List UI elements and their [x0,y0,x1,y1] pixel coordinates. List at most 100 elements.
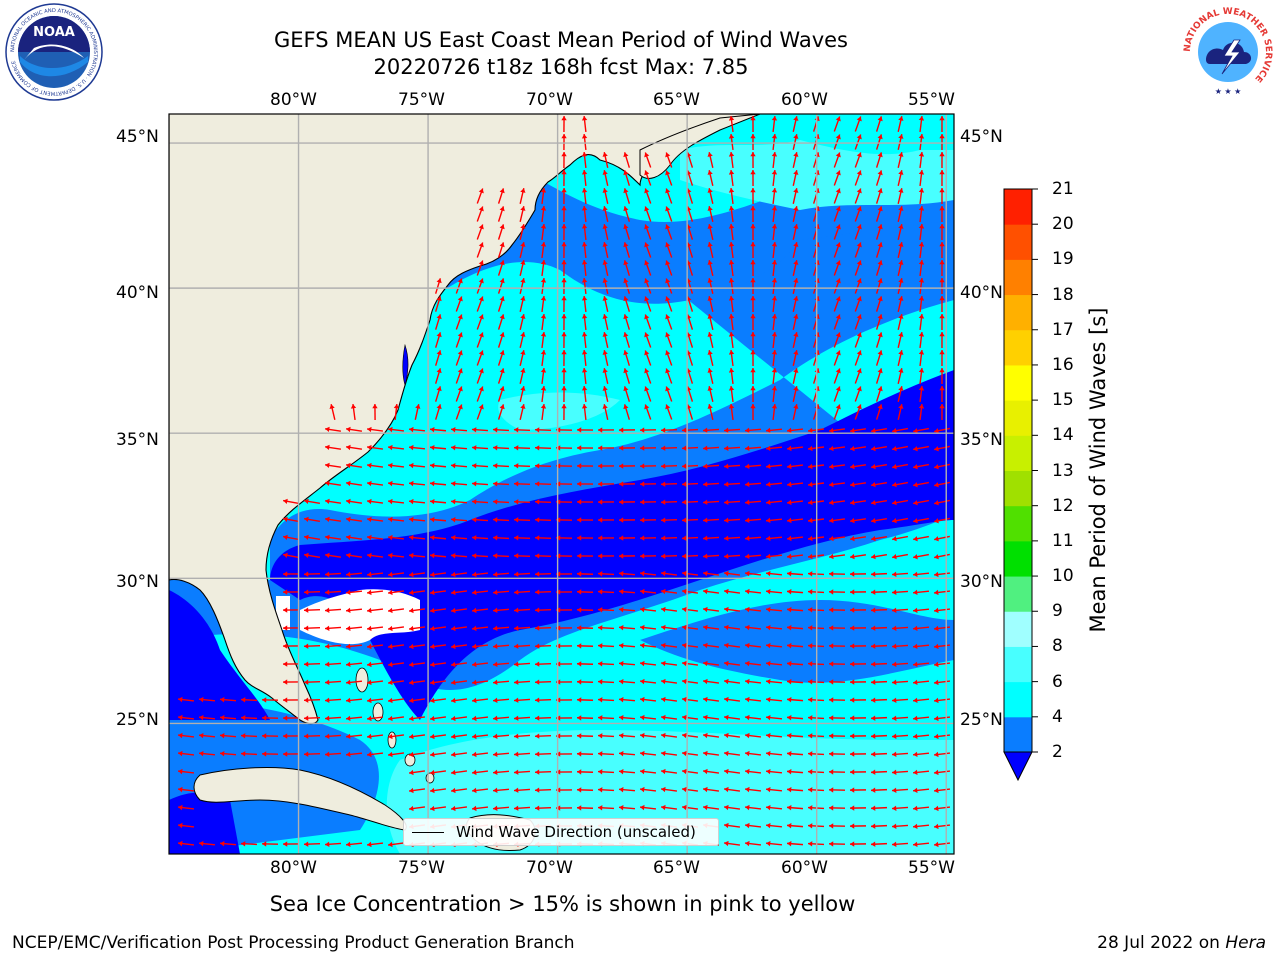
wave-arrow-387 [387,426,405,433]
wave-arrow-881 [702,696,720,703]
wave-arrow-450 [450,463,468,469]
wave-arrow-621 [723,553,741,559]
wave-arrow-420 [450,445,468,451]
wave-arrow-249 [854,314,862,330]
wave-arrow-889 [870,697,888,703]
wave-arrow-1118 [303,841,321,847]
wave-arrow-397 [597,427,615,433]
wave-arrow-602 [324,552,342,559]
lat-label-30n-left: 30°N [116,572,159,592]
wave-arrow-685 [723,588,741,595]
wave-arrow-508 [366,498,384,505]
wave-arrow-984 [534,751,552,757]
wave-arrow-1011 [534,769,552,775]
wave-arrow-628 [870,553,888,560]
wave-arrow-759 [933,625,951,632]
wave-arrow-159 [540,259,547,277]
wave-arrow-670 [408,589,426,596]
wave-arrow-714 [660,606,678,613]
wave-arrow-1036 [492,787,510,794]
wave-arrow-671 [429,589,447,596]
wave-arrow-600 [283,552,299,559]
wave-arrow-871 [492,697,510,704]
wave-arrow-308 [519,368,526,384]
wave-arrow-1047 [723,786,741,793]
wave-arrow-94 [623,206,631,222]
wave-arrow-111 [497,224,505,240]
wave-arrow-75 [707,188,714,204]
wave-arrow-887 [828,697,846,703]
wave-arrow-169 [750,259,756,277]
wave-arrow-507 [345,498,363,505]
lon-label-80w-bottom: 80°W [270,858,317,878]
wave-arrow-858 [219,697,237,703]
wave-arrow-1076 [765,804,783,811]
wave-arrow-40 [854,152,862,168]
wave-arrow-360 [455,404,463,420]
wave-arrow-786 [828,643,846,649]
wave-arrow-147 [771,241,778,259]
colorbar-tick-label-11: 11 [1052,530,1074,551]
wave-arrow-768 [450,643,468,650]
wave-arrow-854 [912,679,930,686]
wave-arrow-847 [765,678,783,685]
wave-arrow-1018 [681,768,699,775]
wave-arrow-504 [283,498,299,505]
wave-arrow-650 [660,570,678,577]
wave-arrow-443 [934,445,950,452]
wave-arrow-1048 [744,786,762,793]
wave-arrow-300 [875,350,883,366]
wave-arrow-430 [660,445,678,451]
wave-arrow-929 [933,715,951,722]
wave-arrow-532 [870,499,888,506]
wave-arrow-398 [618,427,636,433]
wave-arrow-692 [870,589,888,595]
wave-arrow-1049 [765,786,783,793]
wave-arrow-89 [519,206,526,222]
wave-arrow-513 [471,499,489,505]
map-layers [169,114,954,854]
wave-arrow-372 [707,404,714,420]
wave-arrow-426 [576,445,594,451]
wave-arrow-515 [513,499,531,505]
wave-arrow-697 [303,607,321,613]
wave-arrow-479 [429,480,447,487]
wave-arrow-63 [939,169,945,187]
wave-arrow-930 [177,732,195,739]
wave-arrow-211 [581,295,588,313]
wave-arrow-554 [660,517,678,523]
wave-arrow-174 [854,260,862,276]
wave-arrow-1034 [450,787,468,794]
wave-arrow-400 [660,427,678,433]
wave-arrow-135 [519,242,526,258]
wave-arrow-235 [561,313,567,331]
wave-arrow-229 [434,314,442,330]
wave-arrow-787 [849,643,867,649]
wave-arrow-23 [897,134,904,150]
wave-arrow-811 [681,660,699,667]
wave-arrow-982 [492,751,510,758]
wave-arrow-722 [828,607,846,613]
wave-arrow-18 [792,134,799,150]
wave-arrow-1031 [177,786,195,793]
wave-arrow-343 [728,385,735,403]
wave-arrow-466 [786,463,804,470]
wave-arrow-474 [324,480,342,487]
wave-arrow-152 [875,242,883,258]
wave-arrow-401 [681,427,699,433]
wave-arrow-770 [492,643,510,650]
wave-arrow-242 [707,314,714,330]
wave-arrow-740 [534,625,552,631]
wave-arrow-290 [665,350,673,366]
wave-arrow-64 [476,188,484,204]
wave-arrow-408 [828,427,846,434]
wave-arrow-224 [854,296,862,312]
wave-arrow-599 [934,535,950,542]
wave-arrow-861 [282,697,300,703]
wave-arrow-987 [597,751,615,757]
wave-arrow-281 [476,350,484,366]
wave-arrow-780 [702,642,720,649]
wave-arrow-842 [660,678,678,685]
wave-arrow-609 [471,553,489,559]
wave-arrow-136 [540,241,547,259]
